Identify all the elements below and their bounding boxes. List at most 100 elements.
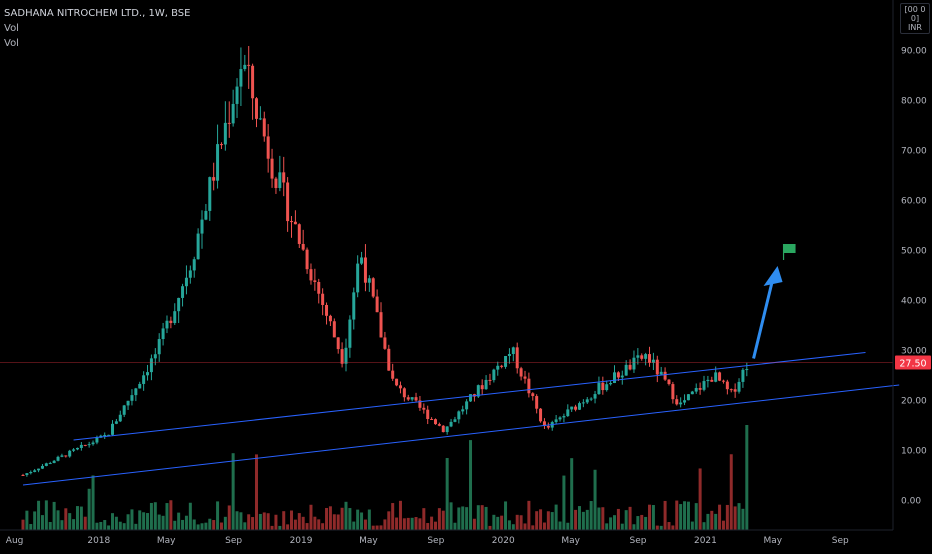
volume-bar	[387, 511, 391, 530]
volume-bar	[620, 523, 624, 530]
currency-badge[interactable]: [00 0 0] INR	[900, 3, 930, 34]
candle-body	[60, 455, 64, 457]
y-tick-label: 50.00	[901, 247, 927, 257]
volume-bar	[453, 522, 457, 530]
candle-body	[546, 425, 550, 428]
volume-bar	[72, 519, 76, 530]
candle-body	[402, 388, 406, 398]
candle-body	[363, 257, 367, 283]
volume-bar	[325, 507, 329, 530]
volume-bar	[628, 506, 632, 530]
volume-bar	[461, 506, 465, 530]
volume-bar	[449, 502, 453, 530]
volume-bar	[290, 510, 294, 530]
candle-body	[422, 407, 426, 410]
annotations	[752, 244, 796, 359]
x-tick-label: Aug	[6, 536, 24, 546]
y-tick-label: 40.00	[901, 297, 927, 307]
volume-bar	[671, 525, 675, 530]
candle-body	[188, 270, 192, 278]
volume-bar	[340, 507, 344, 530]
volume-bar	[422, 508, 426, 530]
volume-bar	[40, 515, 44, 530]
candle-body	[597, 382, 601, 395]
candle-body	[340, 349, 344, 364]
volume-bar	[733, 506, 737, 530]
candle-body	[251, 65, 255, 99]
volume-bar	[181, 519, 185, 530]
last-price-tag	[895, 355, 931, 370]
volume-bar	[391, 503, 395, 530]
candle-body	[134, 388, 138, 396]
candle-body	[379, 312, 383, 338]
candle-body	[398, 385, 402, 389]
y-tick-label: 80.00	[901, 97, 927, 107]
volume-bar	[235, 511, 239, 530]
candle-body	[675, 399, 679, 405]
candle-body	[254, 98, 258, 119]
candle-body	[223, 122, 227, 145]
volume-bar	[247, 514, 251, 530]
volume-bar	[254, 454, 258, 530]
volume-bar	[114, 516, 118, 530]
volume-bar	[29, 524, 33, 530]
volume-bar	[663, 500, 667, 530]
volume-bar	[690, 521, 694, 530]
candle-body	[504, 356, 508, 367]
volume-bar	[745, 425, 749, 530]
candle-body	[356, 263, 360, 293]
volume-bar	[469, 440, 473, 530]
candle-body	[539, 408, 543, 422]
symbol-title: SADHANA NITROCHEM LTD., 1W, BSE	[4, 8, 191, 19]
volume-bar	[216, 501, 220, 530]
volume-bar	[111, 513, 115, 530]
volume-bar	[188, 502, 192, 530]
volume-bar	[624, 510, 628, 530]
candle-body	[589, 398, 593, 400]
volume-bar	[208, 518, 212, 530]
candle-body	[500, 365, 504, 367]
volume-bar	[266, 513, 270, 530]
candle-body	[461, 409, 465, 412]
candle-body	[542, 421, 546, 426]
candle-body	[574, 406, 578, 410]
candle-body	[21, 475, 25, 476]
x-tick-label: Sep	[832, 536, 849, 546]
volume-bar	[258, 513, 262, 530]
candle-body	[258, 118, 262, 120]
volume-bar	[729, 454, 733, 530]
candle-body	[511, 347, 515, 354]
volume-bar	[383, 519, 387, 530]
x-tick-label: Sep	[630, 536, 647, 546]
volume-bar	[395, 517, 399, 530]
candle-body	[293, 221, 297, 225]
y-tick-label: 90.00	[901, 47, 927, 57]
volume-bar	[539, 509, 543, 530]
last-price-label: 27.50	[899, 359, 926, 370]
volume-bar	[122, 523, 126, 530]
volume-bar	[613, 515, 617, 530]
volume-bar	[406, 517, 410, 530]
candle-body	[200, 219, 204, 234]
candle-body	[64, 455, 68, 457]
volume-bar	[83, 516, 87, 530]
candle-body	[745, 369, 749, 371]
candle-body	[138, 383, 142, 389]
volume-bar	[632, 524, 636, 530]
candle-body	[484, 379, 488, 390]
candle-body	[52, 460, 56, 464]
volume-bar	[375, 525, 379, 530]
candle-body	[40, 465, 44, 469]
candle-body	[352, 292, 356, 320]
candle-body	[554, 419, 558, 423]
candle-body	[247, 64, 251, 66]
candle-body	[418, 400, 422, 408]
volume-bar	[363, 519, 367, 530]
volume-bar	[274, 514, 278, 530]
candle-body	[33, 470, 37, 472]
candle-body	[426, 409, 430, 419]
x-tick-label: May	[561, 536, 580, 546]
x-tick-label: May	[157, 536, 176, 546]
